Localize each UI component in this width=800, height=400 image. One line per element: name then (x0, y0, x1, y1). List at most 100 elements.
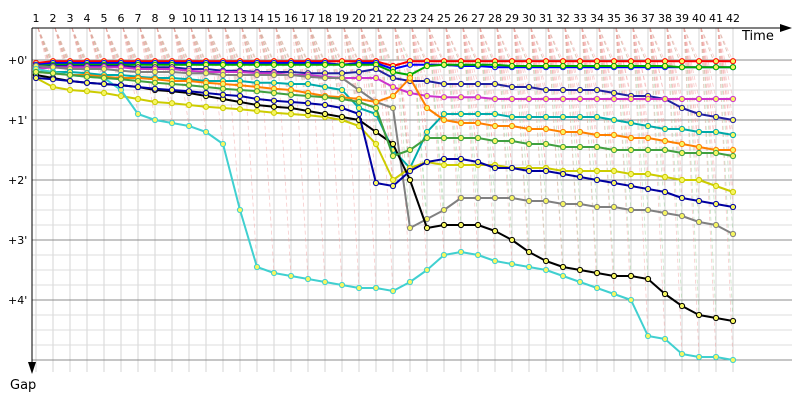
data-point (83, 79, 91, 86)
data-point (712, 221, 720, 229)
lap-guide-line (207, 27, 224, 89)
lap-guide-line (496, 27, 513, 88)
data-point (712, 149, 720, 157)
data-point (661, 95, 669, 103)
lap-guide-line (581, 27, 598, 100)
lap-guide-line (564, 27, 581, 178)
data-point (610, 203, 618, 211)
data-point (457, 94, 465, 101)
lap-guide-line (428, 27, 445, 115)
data-point (202, 70, 210, 77)
data-point (287, 110, 295, 118)
data-point (474, 158, 482, 166)
data-point (661, 146, 669, 154)
lap-guide-line (717, 27, 734, 62)
data-point (457, 110, 465, 118)
lap-guide-line (122, 27, 139, 64)
data-point (525, 95, 533, 103)
data-point (457, 155, 465, 163)
data-point (100, 80, 108, 88)
data-point (389, 152, 397, 160)
data-point (66, 77, 74, 85)
data-point (542, 257, 550, 265)
lap-guide-line (139, 27, 156, 121)
data-point (542, 95, 550, 103)
data-point (321, 101, 329, 109)
data-point (423, 128, 431, 136)
data-point (508, 113, 516, 121)
lap-guide-line (360, 27, 377, 64)
data-point (491, 95, 499, 103)
lap-guide-line (547, 27, 564, 62)
axes (28, 24, 792, 374)
lap-guide-line (258, 27, 275, 274)
data-point (151, 85, 159, 92)
lap-guide-line (615, 27, 632, 97)
lap-guide-line (581, 27, 598, 289)
data-point (559, 263, 567, 271)
lap-guide-line (666, 27, 683, 199)
data-point (134, 110, 142, 118)
data-point (678, 176, 686, 184)
data-point (287, 91, 295, 98)
data-point (423, 62, 431, 70)
data-point (644, 206, 652, 214)
series-11 (32, 65, 737, 364)
lap-guide-line (411, 27, 428, 97)
data-point (695, 311, 703, 319)
data-point (542, 167, 550, 175)
data-point (695, 110, 703, 118)
data-point (542, 125, 550, 133)
lap-guide-line (717, 27, 734, 208)
data-point (627, 170, 635, 178)
data-point (678, 95, 686, 103)
y-tick-label: +4' (8, 294, 27, 307)
lap-guide-line (309, 27, 326, 106)
data-point (712, 64, 720, 71)
data-point (270, 269, 278, 277)
lap-guide-line (207, 27, 224, 64)
lap-guide-line (343, 27, 360, 62)
lap-guide-line (241, 27, 258, 268)
x-tick-label: 37 (641, 12, 655, 25)
lap-guide-line (156, 27, 173, 62)
x-tick-label: 34 (590, 12, 604, 25)
data-point (406, 61, 414, 68)
data-point (253, 101, 261, 109)
lap-guide-line (71, 27, 88, 64)
data-point (559, 128, 567, 136)
data-point (117, 92, 125, 100)
lap-guide-line (513, 27, 530, 202)
data-point (355, 110, 363, 118)
data-point (678, 58, 686, 65)
data-point (559, 170, 567, 178)
lap-guide-line (717, 27, 734, 100)
data-point (593, 113, 601, 121)
data-point (593, 167, 601, 175)
x-tick-label: 11 (199, 12, 213, 25)
data-point (372, 128, 380, 136)
x-axis-arrow (780, 24, 792, 32)
data-point (644, 170, 652, 178)
lap-guide-line (428, 27, 445, 226)
data-point (389, 182, 397, 190)
data-point (474, 221, 482, 229)
lap-guide-line (632, 27, 649, 62)
data-point (457, 221, 465, 229)
lap-guide-line (224, 27, 241, 91)
data-point (678, 350, 686, 358)
lap-guide-line (394, 27, 411, 172)
data-point (610, 146, 618, 154)
data-point (355, 86, 363, 94)
data-point (508, 95, 516, 103)
lap-guide-line (598, 27, 615, 151)
lap-guide-line (598, 27, 615, 295)
data-point (491, 80, 499, 88)
data-point (644, 95, 652, 103)
x-tick-label: 18 (318, 12, 332, 25)
data-point (406, 176, 414, 184)
lap-guide-line (71, 27, 88, 62)
data-point (270, 71, 278, 79)
data-point (304, 73, 312, 80)
data-point (185, 70, 193, 77)
